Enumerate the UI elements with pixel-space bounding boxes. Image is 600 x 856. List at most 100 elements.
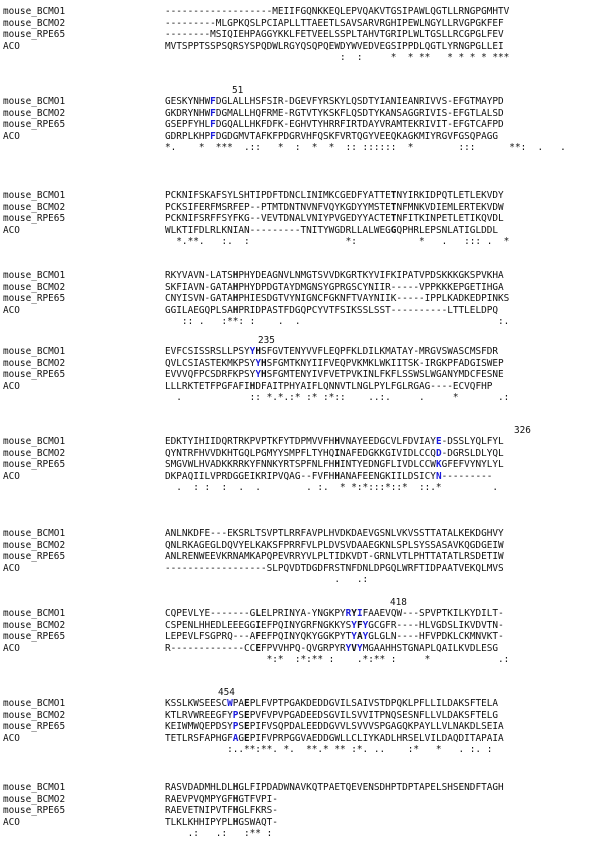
sequence-name: ACO — [3, 304, 20, 316]
consensus-symbols: *.**. :. : *: * . ::: . * — [165, 236, 510, 247]
sequence-residues: MVTSPPTSSPSQRSYSPQDWLRGYQSQPQEWDYWVEDVEG… — [165, 40, 504, 52]
sequence-row: mouse_RPE65 LEPEVLFSGPRQ---AFEFPQINYQKYGG… — [0, 631, 600, 643]
alignment-block: 326 mouse_BCMO1 EDKTYIHIIDQRTRKPVPTKFYTDPM… — [0, 425, 600, 494]
sequence-residues: LLLRKTETFPGFAFIHDFAITPHYAIFLQNNVTLNGLPYL… — [165, 380, 493, 392]
sequence-name: mouse_BCMO1 — [3, 608, 66, 619]
sequence-name: mouse_BCMO1 — [3, 6, 66, 17]
sequence-name: mouse_BCMO1 — [3, 346, 66, 357]
alignment-block: 235 mouse_BCMO1 EVFCSISSRSLLPSYYHSFGVTENYV… — [0, 335, 600, 404]
sequence-residues: RAEVPVQMPYGFHGTFVPI- — [165, 793, 278, 805]
sequence-row: ACO LLLRKTETFPGFAFIHDFAITPHYAIFLQNNVTLNGL… — [0, 381, 600, 393]
sequence-name: mouse_BCMO1 — [3, 782, 66, 793]
consensus-symbols: :..**:**. *. **.* ** :*. .. :* * . :. : — [165, 744, 493, 755]
sequence-row: mouse_BCMO2 CSPENLHHEDLEEEGGIEFPQINYGRFNG… — [0, 620, 600, 632]
consensus-symbols: *. * *** .:: * : * * :: :::::: * ::: **:… — [165, 142, 566, 153]
sequence-name: mouse_BCMO1 — [3, 270, 66, 281]
sequence-name: mouse_BCMO1 — [3, 190, 66, 201]
sequence-row: mouse_BCMO1 CQPEVLYE-------GLELPRINYA-YNG… — [0, 608, 600, 620]
sequence-residues: GSEPFYHLFDGQALLHKFDFK-EGHVTYHRRFIRTDAYVR… — [165, 119, 504, 130]
consensus-symbols: *:* :*:** : .*:** : * .: — [165, 654, 510, 665]
sequence-residues: SMGVWLHVADKKRRKYFNNKYRTSPFNLFHHINTYEDNGF… — [165, 459, 504, 470]
sequence-residues: QNLRKAGEGLDQVYELKAKSFPRRFVLPLDVSVDAAEGKN… — [165, 539, 504, 551]
sequence-row: mouse_BCMO2 KTLRVWREEGFYPSEPVFVPVPGADEEDS… — [0, 710, 600, 722]
sequence-row: mouse_BCMO1 -------------------MEIIFGQNKK… — [0, 6, 600, 18]
consensus-row: . : : : . . . :. * *:*:::*::* ::.* . — [0, 482, 600, 494]
sequence-residues: CSPENLHHEDLEEEGGIEFPQINYGRFNGKKYSYFYGCGF… — [165, 619, 504, 631]
sequence-row: ACO MVTSPPTSSPSQRSYSPQDWLRGYQSQPQEWDYWVED… — [0, 41, 600, 53]
sequence-residues: DKPAQIILVPRDGGEIKRIPVQAG--FVFHHANAFEENGK… — [165, 470, 493, 482]
alignment-block: 454 mouse_BCMO1 KSSLKWSEESCWPAEPLFVPTPGAKD… — [0, 687, 600, 756]
sequence-residues: -------------------MEIIFGQNKKEQLEPVQAKVT… — [165, 6, 510, 17]
sequence-row: mouse_BCMO2 PCKSIFERFMSRFEP--PTMTDNTNVNFV… — [0, 202, 600, 214]
sequence-residues: ANLRENWEEVKRNAMKAPQPEVRRYVLPLTIDKVDT-GRN… — [165, 551, 504, 562]
sequence-name: mouse_BCMO2 — [3, 17, 66, 29]
sequence-residues: --------MSIQIEHPAGGYKKLFETVEELSSPLTAHVTG… — [165, 29, 504, 40]
position-label: 51 — [232, 84, 244, 96]
consensus-symbols: . .: — [165, 574, 515, 585]
sequence-residues: KEIWMWQEPDSYPSEPIFVSQPDALEEDDGVVLSVVVSPG… — [165, 721, 504, 732]
sequence-row: mouse_BCMO1 GESKYNHWFDGLALLHSFSIR-DGEVFYR… — [0, 96, 600, 108]
sequence-row: mouse_RPE65 SMGVWLHVADKKRRKYFNNKYRTSPFNLF… — [0, 459, 600, 471]
consensus-symbols: . :: *.*.:* :* :*:: ..:. . * .: — [165, 392, 510, 403]
sequence-name: mouse_BCMO1 — [3, 96, 66, 107]
sequence-row: mouse_BCMO2 GKDRYNHWFDGMALLHQFRME-RGTVTYK… — [0, 108, 600, 120]
sequence-name: mouse_RPE65 — [3, 805, 66, 816]
alignment-block: mouse_BCMO1 ANLNKDFE---EKSRLTSVPTLRRFAVPL… — [0, 528, 600, 586]
sequence-name: ACO — [3, 642, 20, 654]
sequence-row: ACO GDRPLKHPFDGDGMVTAFKFPDGRVHFQSKFVRTQGY… — [0, 131, 600, 143]
consensus-row: : : * * ** * * * * *** — [0, 52, 600, 64]
consensus-row: . .: — [0, 574, 600, 586]
sequence-residues: PCKNIFSRFFSYFKG--VEVTDNALVNIYPVGEDYYACTE… — [165, 213, 504, 224]
consensus-row: . :: *.*.:* :* :*:: ..:. . * .: — [0, 392, 600, 404]
sequence-row: ACO TLKLKHHIPYPLHGSWAQT- — [0, 817, 600, 829]
alignment-block: 51 mouse_BCMO1 GESKYNHWFDGLALLHSFSIR-DGEVF… — [0, 85, 600, 154]
sequence-residues: EVFCSISSRSLLPSYYHSFGVTENYVVFLEQPFKLDILKM… — [165, 346, 499, 357]
consensus-row: *. * *** .:: * : * * :: :::::: * ::: **:… — [0, 142, 600, 154]
alignment-block: mouse_BCMO1 -------------------MEIIFGQNKK… — [0, 6, 600, 64]
sequence-residues: EDKTYIHIIDQRTRKPVPTKFYTDPMVVFHHVNAYEEDGC… — [165, 436, 504, 447]
sequence-row: mouse_BCMO2 RAEVPVQMPYGFHGTFVPI- — [0, 794, 600, 806]
sequence-name: mouse_RPE65 — [3, 213, 66, 224]
sequence-name: mouse_RPE65 — [3, 119, 66, 130]
sequence-residues: R-------------CCEFPVVHPQ-QVGRPYRYVYMGAAH… — [165, 642, 499, 654]
consensus-row: :..**:**. *. **.* ** :*. .. :* * . :. : — [0, 744, 600, 756]
sequence-name: ACO — [3, 732, 20, 744]
sequence-name: mouse_RPE65 — [3, 369, 66, 380]
sequence-residues: GESKYNHWFDGLALLHSFSIR-DGEVFYRSKYLQSDTYIA… — [165, 96, 504, 107]
alignment-block: 418 mouse_BCMO1 CQPEVLYE-------GLELPRINYA-… — [0, 597, 600, 666]
sequence-residues: QVLCSIASTEKMKPSYYHSFGMTKNYIIFVEQPVKMKLWK… — [165, 357, 504, 369]
sequence-row: ACO R-------------CCEFPVVHPQ-QVGRPYRYVYMG… — [0, 643, 600, 655]
sequence-row: mouse_RPE65 PCKNIFSRFFSYFKG--VEVTDNALVNIY… — [0, 213, 600, 225]
sequence-name: mouse_BCMO1 — [3, 436, 66, 447]
sequence-name: mouse_BCMO2 — [3, 793, 66, 805]
sequence-row: mouse_BCMO1 ANLNKDFE---EKSRLTSVPTLRRFAVPL… — [0, 528, 600, 540]
sequence-residues: ANLNKDFE---EKSRLTSVPTLRRFAVPLHVDKDAEVGSN… — [165, 528, 504, 539]
sequence-name: mouse_RPE65 — [3, 293, 66, 304]
sequence-name: mouse_BCMO1 — [3, 528, 66, 539]
sequence-residues: QYNTRFHVVDKHTGQLPGMYYSMPFLTYHQINAFEDGKKG… — [165, 447, 504, 459]
alignment-block: mouse_BCMO1 RASVDADMHLDLHGLFIPDADWNAVKQTP… — [0, 782, 600, 840]
consensus-row: *:* :*:** : .*:** : * .: — [0, 654, 600, 666]
sequence-row: mouse_RPE65 RAEVETNIPVTFHGLFKRS- — [0, 805, 600, 817]
sequence-name: mouse_RPE65 — [3, 631, 66, 642]
sequence-name: ACO — [3, 224, 20, 236]
sequence-residues: GGILAEGQPLSAHPRIDPASTFDGQPCYVTFSIKSSLSST… — [165, 304, 499, 316]
consensus-row: .: .: :** : — [0, 828, 600, 840]
sequence-row: mouse_BCMO2 QNLRKAGEGLDQVYELKAKSFPRRFVLPL… — [0, 540, 600, 552]
sequence-name: mouse_BCMO2 — [3, 447, 66, 459]
sequence-residues: LEPEVLFSGPRQ---AFEFPQINYQKYGGKPYTYAYGLGL… — [165, 631, 504, 642]
sequence-name: mouse_RPE65 — [3, 721, 66, 732]
sequence-name: mouse_BCMO1 — [3, 698, 66, 709]
sequence-row: mouse_RPE65 GSEPFYHLFDGQALLHKFDFK-EGHVTYH… — [0, 119, 600, 131]
consensus-symbols: : : * * ** * * * * *** — [165, 52, 527, 63]
position-label: 418 — [390, 596, 407, 608]
sequence-residues: KSSLKWSEESCWPAEPLFVPTPGAKDEDDGVILSAIVSTD… — [165, 698, 499, 709]
sequence-row: mouse_RPE65 EVVVQFPCSDRFKPSYYHSFGMTENYIVF… — [0, 369, 600, 381]
sequence-residues: ------------------SLPQVDTDGDFRSTNFDNLDPG… — [165, 562, 504, 574]
position-label: 326 — [514, 424, 531, 436]
sequence-row: mouse_BCMO1 RKYVAVN-LATSHPHYDEAGNVLNMGTSV… — [0, 270, 600, 282]
sequence-name: mouse_BCMO2 — [3, 619, 66, 631]
sequence-name: ACO — [3, 130, 20, 142]
sequence-row: mouse_BCMO2 QYNTRFHVVDKHTGQLPGMYYSMPFLTYH… — [0, 448, 600, 460]
